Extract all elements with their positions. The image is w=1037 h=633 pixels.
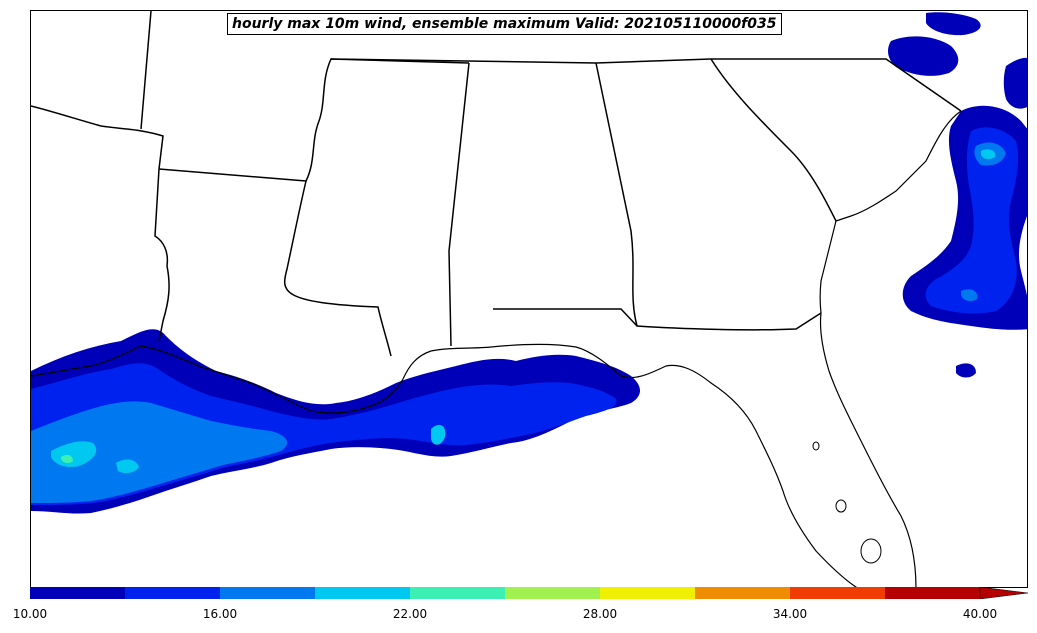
state-boundaries [31,11,962,357]
wind-contour-atlantic-4 [981,149,996,160]
border-ar-ok [140,11,152,130]
wind-contour-level-19c [431,424,446,445]
lake-small-1 [835,499,847,513]
border-ar-ms [158,168,307,182]
colorbar-extend-arrow [979,587,1028,599]
wind-contour-level-16 [31,401,288,503]
border-la-ms [305,58,470,182]
border-tn-south [330,58,712,64]
water-features [812,441,882,564]
colorbar-tick-label: 34.00 [772,607,808,621]
wind-contour-atlantic-5 [961,289,978,302]
wind-contour-atlantic-2 [925,127,1019,314]
colorbar-segment [695,587,791,599]
colorbar-segment [125,587,221,599]
wind-contour-level-19b [116,459,139,474]
wind-contours-gulf [31,329,640,514]
map-title: hourly max 10m wind, ensemble maximum Va… [227,13,782,35]
colorbar-segment [315,587,411,599]
colorbar-segment [220,587,316,599]
map-canvas [31,11,1027,587]
wind-contour-atlantic-6 [1003,57,1027,109]
lake-okeechobee [860,538,882,564]
wind-contour-atlantic-8 [926,12,981,36]
border-ga-fl [493,308,822,331]
colorbar-tick-label: 10.00 [12,607,48,621]
colorbar-segment [600,587,696,599]
colorbar-tick-label: 40.00 [962,607,998,621]
colorbar-segment [790,587,886,599]
map-frame [30,10,1028,588]
colorbar-segment [505,587,601,599]
wind-contour-atlantic-9 [956,363,976,378]
colorbar-tick-label: 28.00 [582,607,618,621]
colorbar-tick-labels: 10.00 16.00 22.00 28.00 34.00 40.00 [0,607,1037,627]
colorbar [30,587,1028,599]
border-ga-sc [710,58,837,222]
wind-contour-level-22 [61,454,73,464]
border-al-ga [595,62,638,327]
colorbar-segment [410,587,506,599]
coastline-atlantic [819,220,917,587]
border-la-ms-south [284,180,392,357]
coastline-gulf [31,343,858,587]
lake-small-2 [812,441,820,451]
coastline-nc [835,110,962,222]
coastline [31,110,962,587]
colorbar-tick-label: 22.00 [392,607,428,621]
border-ms-al [448,62,470,347]
colorbar-segments [30,587,981,599]
colorbar-tick-label: 16.00 [202,607,238,621]
border-nc-sc [711,58,962,112]
border-ar-la [31,105,164,170]
wind-contours-atlantic [888,12,1027,378]
border-la-tx [154,168,170,342]
colorbar-segment [885,587,981,599]
colorbar-segment [30,587,126,599]
wind-contour-atlantic-7 [888,36,959,76]
